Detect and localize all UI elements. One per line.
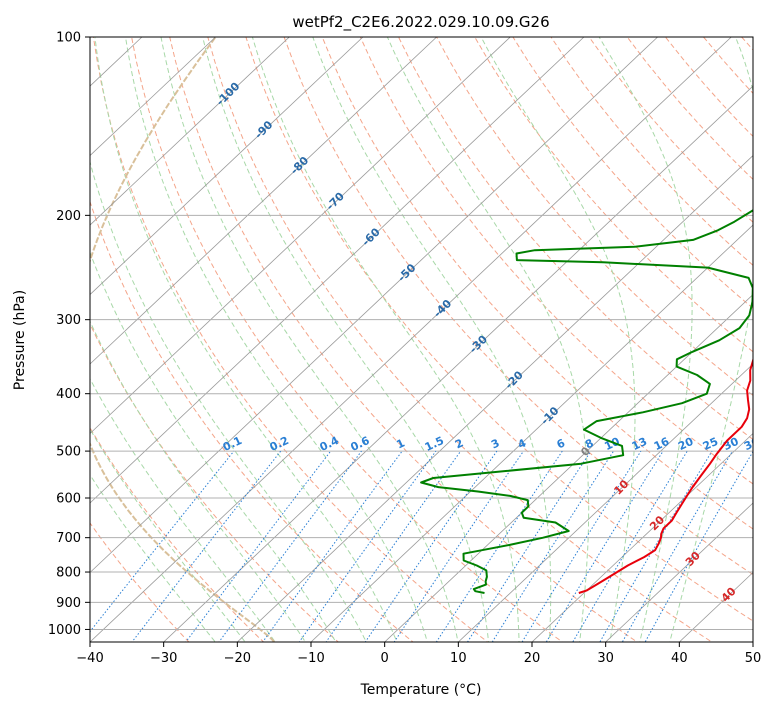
mixing-ratio-label: 25	[701, 435, 720, 453]
plot-area: -100-90-80-70-60-50-40-30-20-10010203040…	[90, 37, 762, 642]
mixing-ratio-label: 36	[742, 435, 762, 453]
isotherm-line	[90, 37, 732, 642]
y-tick-label: 400	[56, 387, 81, 402]
dry-adiabat	[90, 522, 190, 642]
isotherm-line	[90, 37, 585, 504]
y-tick-label: 900	[56, 596, 81, 611]
x-tick-label: 10	[450, 651, 467, 666]
y-tick-label: 1000	[48, 623, 81, 638]
dry-adiabat	[169, 37, 638, 642]
mixing-ratio-line	[491, 450, 615, 642]
moist-adiabat	[160, 37, 459, 642]
isotherm-line	[90, 37, 437, 365]
mixing-ratio-line	[364, 450, 498, 642]
isotherm-line	[163, 85, 753, 642]
mixing-ratio-line	[393, 450, 524, 642]
mixing-ratio-label: 13	[630, 435, 649, 453]
pressure-grid	[90, 37, 753, 630]
x-tick-label: −40	[76, 651, 103, 666]
x-tick-label: −20	[224, 651, 251, 666]
isotherm-line	[90, 37, 511, 435]
temperature-line	[578, 357, 753, 594]
mixing-ratio-line	[572, 450, 688, 642]
y-axis-ticks: 100 200 300 400 500 600 700 800 900 1000	[48, 31, 90, 638]
isotherm-line	[90, 37, 658, 574]
y-axis-label: Pressure (hPa)	[12, 290, 28, 390]
x-tick-label: 30	[597, 651, 614, 666]
plot-frame	[89, 36, 754, 643]
moist-adiabat	[90, 251, 337, 642]
mixing-ratio-line	[521, 450, 642, 642]
isotherm-line	[605, 502, 753, 642]
x-tick-label: 20	[524, 651, 541, 666]
moist-adiabat	[251, 37, 520, 642]
dry-adiabat	[359, 37, 753, 485]
isotherm-line	[237, 154, 753, 642]
isotherm-line	[90, 37, 364, 296]
mixing-ratio-line	[131, 450, 282, 642]
sounding-series	[420, 209, 753, 594]
isotherm-grid	[90, 37, 753, 642]
x-tick-label: 50	[745, 651, 762, 666]
isotherm-line	[90, 37, 216, 157]
moist-adiabat	[598, 37, 693, 642]
y-tick-label: 800	[56, 566, 81, 581]
y-tick-label: 200	[56, 209, 81, 224]
mixing-ratio-label: 16	[652, 435, 672, 453]
mixing-ratio-line	[466, 450, 592, 642]
lcl-curve	[90, 37, 275, 642]
isotherm-line	[458, 363, 753, 642]
dry-adiabat	[207, 37, 713, 642]
isotherm-line	[384, 293, 753, 642]
y-tick-label: 600	[56, 492, 81, 507]
mixing-ratio-line	[545, 450, 664, 642]
x-tick-label: 40	[671, 651, 688, 666]
x-tick-label: −30	[150, 651, 177, 666]
mixing-ratio-line	[644, 450, 753, 642]
mixing-ratio-line	[262, 450, 403, 642]
mixing-ratio-line	[185, 450, 332, 642]
isotherm-line	[531, 432, 753, 642]
mixing-ratio-label: 20	[676, 435, 696, 453]
moist-adiabat	[480, 37, 636, 642]
mixing-ratio-label: 30	[721, 435, 741, 453]
mixing-ratio-lines	[90, 450, 753, 642]
mixing-ratio-line	[435, 450, 563, 642]
x-axis-ticks: −40 −30 −20 −10 0 10 20 30 40 50	[76, 642, 761, 666]
chart-title: wetPf2_C2E6.2022.029.10.09.G26	[292, 13, 549, 32]
dewpoint-line	[420, 209, 753, 594]
mixing-ratio-line	[621, 450, 733, 642]
mixing-ratio-line	[325, 450, 462, 642]
y-tick-label: 500	[56, 445, 81, 460]
mixing-ratio-line	[218, 450, 362, 642]
y-tick-label: 700	[56, 531, 81, 546]
y-tick-label: 300	[56, 313, 81, 328]
x-tick-label: 0	[381, 651, 389, 666]
mixing-ratio-line	[599, 450, 713, 642]
y-tick-label: 100	[56, 31, 81, 46]
lcl-line	[90, 37, 275, 642]
x-axis-label: Temperature (°C)	[360, 682, 482, 698]
x-tick-label: −10	[297, 651, 324, 666]
dry-adiabat	[436, 37, 753, 396]
isotherm-line	[310, 224, 753, 642]
isotherm-line	[90, 37, 290, 226]
